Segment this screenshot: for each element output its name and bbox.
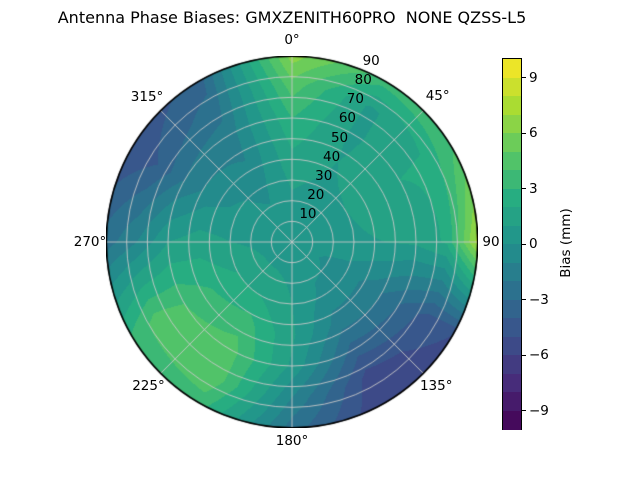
colorbar: [502, 58, 522, 430]
colorbar-tick: [521, 132, 526, 134]
colorbar-band: [503, 336, 521, 356]
colorbar-tick-label: −9: [529, 402, 549, 419]
colorbar-band: [503, 244, 521, 263]
theta-tick-label-270: 270°: [73, 234, 107, 250]
colorbar-tick-label: 3: [529, 180, 538, 197]
colorbar-band: [503, 410, 521, 430]
r-tick-label-80: 80: [354, 72, 372, 89]
colorbar-tick-label: 6: [529, 125, 538, 142]
r-tick-label-20: 20: [307, 186, 325, 203]
colorbar-band: [503, 225, 521, 245]
polar-plot: 10 20 30 40 50 60 70 80 90: [106, 53, 478, 428]
colorbar-band: [503, 299, 521, 319]
colorbar-tick: [521, 410, 526, 412]
colorbar-band: [503, 59, 521, 78]
colorbar-band: [503, 281, 521, 300]
colorbar-band: [503, 151, 521, 171]
chart-title: Antenna Phase Biases: GMXZENITH60PRO NON…: [57, 8, 527, 27]
colorbar-band: [503, 188, 521, 208]
colorbar-tick-label: −6: [529, 347, 549, 364]
r-tick-label-50: 50: [330, 129, 349, 146]
colorbar-band: [503, 133, 521, 152]
r-tick-label-90: 90: [362, 53, 380, 70]
theta-tick-label-180: 180°: [275, 433, 309, 449]
colorbar-tick-label: 9: [529, 69, 538, 86]
colorbar-tick: [521, 243, 526, 245]
colorbar-band: [503, 373, 521, 393]
theta-tick-label-225: 225°: [132, 377, 165, 394]
colorbar-band: [503, 207, 521, 226]
theta-tick-label-0: 0°: [284, 32, 300, 48]
colorbar-band: [503, 170, 521, 189]
polar-heatmap-canvas: [106, 56, 478, 428]
theta-tick-label-90: 90: [482, 234, 500, 250]
theta-tick-label-315: 315°: [130, 89, 164, 106]
theta-tick-label-135: 135°: [419, 378, 453, 395]
colorbar-tick-label: −3: [529, 291, 549, 308]
colorbar-tick: [521, 354, 526, 356]
r-tick-label-60: 60: [338, 110, 357, 127]
colorbar-band: [503, 77, 521, 97]
colorbar-tick: [521, 188, 526, 190]
colorbar-band: [503, 114, 521, 134]
colorbar-band: [503, 355, 521, 374]
colorbar-band: [503, 262, 521, 282]
r-tick-label-70: 70: [346, 91, 364, 108]
colorbar-tick: [521, 299, 526, 301]
colorbar-tick: [521, 77, 526, 79]
colorbar-tick-label: 0: [529, 236, 538, 253]
colorbar-band: [503, 392, 521, 411]
colorbar-axis-label: Bias (mm): [558, 208, 574, 278]
colorbar-band: [503, 96, 521, 115]
theta-tick-label-45: 45°: [425, 88, 450, 105]
colorbar-band: [503, 318, 521, 337]
r-tick-label-40: 40: [323, 148, 341, 165]
r-tick-label-10: 10: [299, 205, 317, 222]
r-tick-label-30: 30: [315, 167, 333, 184]
